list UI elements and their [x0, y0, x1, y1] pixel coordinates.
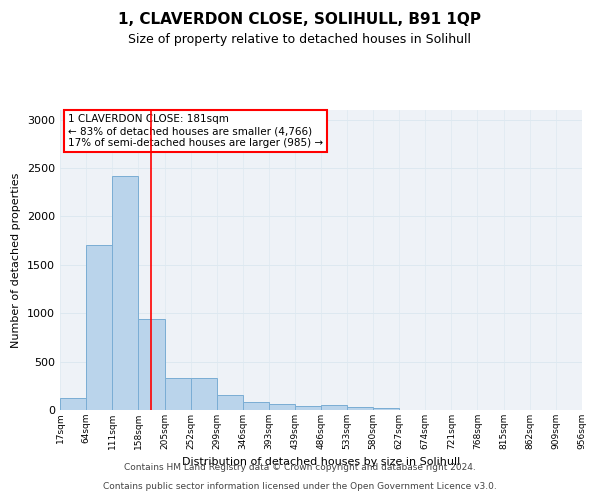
Bar — [164, 378, 191, 410]
Bar — [243, 402, 269, 410]
Text: Contains public sector information licensed under the Open Government Licence v3: Contains public sector information licen… — [103, 482, 497, 491]
Bar — [191, 378, 217, 410]
Bar — [139, 319, 164, 410]
Bar — [295, 406, 321, 410]
Text: 1 CLAVERDON CLOSE: 181sqm
← 83% of detached houses are smaller (4,766)
17% of se: 1 CLAVERDON CLOSE: 181sqm ← 83% of detac… — [68, 114, 323, 148]
Bar — [86, 246, 112, 410]
Y-axis label: Number of detached properties: Number of detached properties — [11, 172, 22, 348]
Text: Size of property relative to detached houses in Solihull: Size of property relative to detached ho… — [128, 32, 472, 46]
Bar — [347, 407, 373, 410]
Text: Contains HM Land Registry data © Crown copyright and database right 2024.: Contains HM Land Registry data © Crown c… — [124, 464, 476, 472]
Text: 1, CLAVERDON CLOSE, SOLIHULL, B91 1QP: 1, CLAVERDON CLOSE, SOLIHULL, B91 1QP — [119, 12, 482, 28]
Bar — [217, 395, 243, 410]
Bar — [373, 408, 399, 410]
Bar — [321, 405, 347, 410]
Bar — [112, 176, 139, 410]
X-axis label: Distribution of detached houses by size in Solihull: Distribution of detached houses by size … — [182, 458, 460, 468]
Bar — [269, 404, 295, 410]
Bar — [60, 398, 86, 410]
